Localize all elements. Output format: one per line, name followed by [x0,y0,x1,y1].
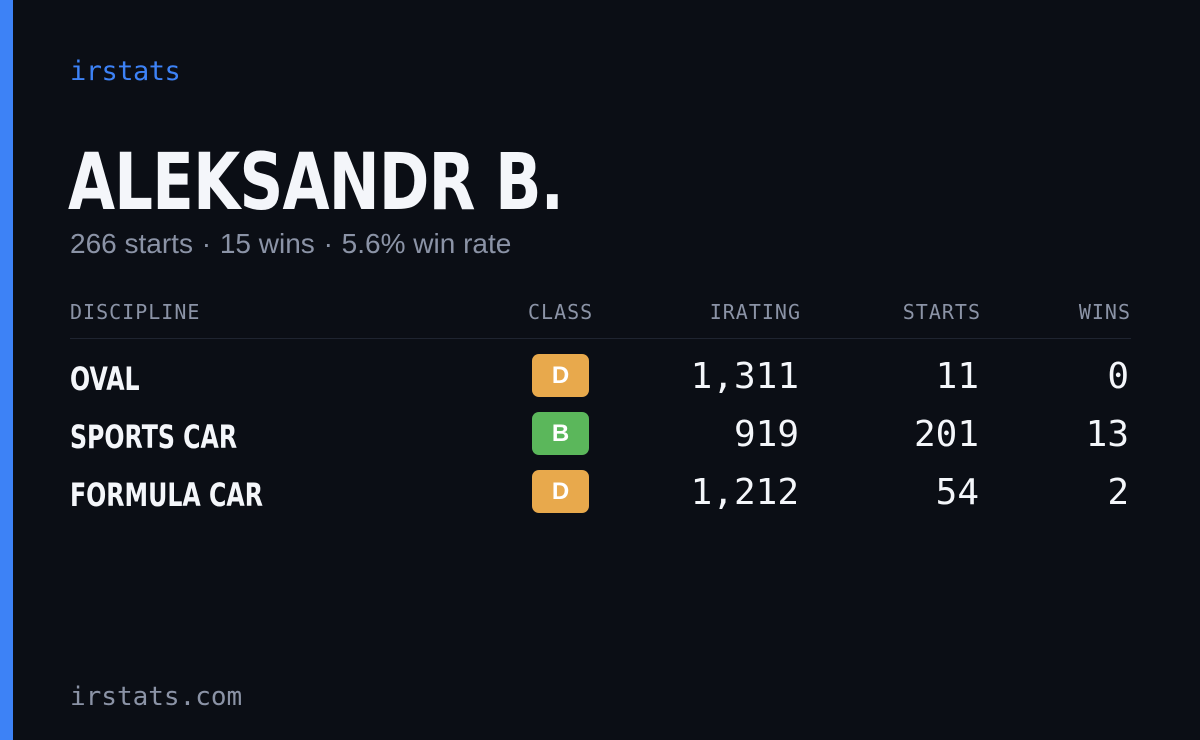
table-row: FORMULA CAR D 1,212 54 2 [70,470,1131,518]
separator: · [323,228,333,259]
header-starts: STARTS [902,300,981,324]
wins-value: 2 [1107,472,1129,513]
irating-value: 1,212 [690,472,799,513]
separator: · [201,228,212,259]
wins-value: 0 [1107,356,1129,397]
wins-count: 15 wins [219,228,315,259]
table-header: DISCIPLINE CLASS IRATING STARTS WINS [70,300,1131,339]
starts-value: 11 [935,356,979,397]
win-rate: 5.6% win rate [341,228,512,259]
irating-value: 919 [733,414,799,455]
wins-value: 13 [1085,414,1129,455]
header-class: CLASS [528,300,594,324]
discipline-name: OVAL [70,360,140,398]
table-row: SPORTS CAR B 919 201 13 [70,412,1131,460]
header-wins: WINS [1078,300,1131,324]
class-badge: B [532,412,589,455]
starts-count: 266 starts [70,228,193,259]
table-row: OVAL D 1,311 11 0 [70,354,1131,402]
footer-url[interactable]: irstats.com [70,682,243,712]
header-discipline: DISCIPLINE [70,300,201,324]
player-summary: 266 starts · 15 wins · 5.6% win rate [70,228,511,260]
class-badge: D [532,470,589,513]
starts-value: 201 [913,414,979,455]
header-irating: IRATING [709,300,801,324]
discipline-name: SPORTS CAR [70,418,238,456]
starts-value: 54 [935,472,979,513]
player-name: ALEKSANDR B. [68,138,564,228]
class-badge: D [532,354,589,397]
accent-bar [0,0,13,740]
brand-logo[interactable]: irstats [70,56,181,87]
discipline-name: FORMULA CAR [70,476,263,514]
irating-value: 1,311 [690,356,799,397]
